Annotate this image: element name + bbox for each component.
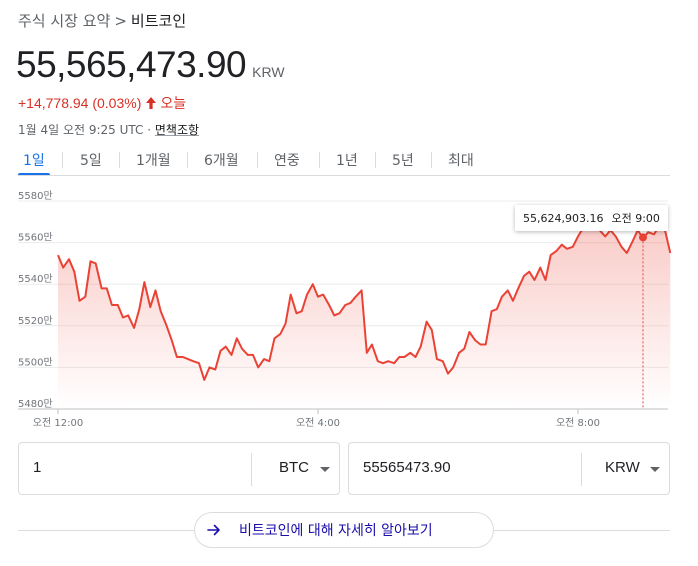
price-area-fill: [58, 221, 671, 409]
tabs-bottom-border: [18, 175, 670, 176]
disclaimer-link[interactable]: 면책조항: [154, 123, 200, 137]
tab-divider: [375, 152, 376, 168]
tab-5-day[interactable]: 5일: [80, 153, 102, 169]
price-line: [57, 220, 672, 381]
breadcrumb-parent[interactable]: 주식 시장 요약: [18, 12, 111, 30]
learn-more-button[interactable]: 비트코인에 대해 자세히 알아보기: [194, 512, 494, 548]
to-amount-input[interactable]: 55565473.90: [363, 459, 451, 476]
chevron-down-icon[interactable]: [320, 467, 330, 472]
from-unit-select[interactable]: BTC: [279, 459, 309, 476]
price-chart[interactable]: 5580만 5560만 5540만 5520만 5500만 5480만 오전 12:00 오…: [0, 180, 698, 435]
tab-divider: [187, 152, 188, 168]
quote-timestamp: 1월 4일 오전 9:25 UTC · 면책조항: [18, 121, 199, 138]
tab-divider: [119, 152, 120, 168]
tab-divider: [319, 152, 320, 168]
y-tick-label: 5520만: [18, 315, 53, 327]
breadcrumb: 주식 시장 요약 > 비트코인: [18, 10, 186, 31]
tab-1-day[interactable]: 1일: [23, 153, 45, 169]
from-amount-input[interactable]: 1: [33, 459, 42, 476]
price-currency: KRW: [252, 64, 285, 80]
chart-tooltip: 55,624,903.16 오전 9:00: [515, 205, 668, 231]
y-tick-label: 5580만: [18, 190, 53, 202]
price-change: +14,778.94 (0.03%) 오늘: [18, 93, 186, 113]
price-row: 55,565,473.90 KRW: [16, 44, 285, 86]
converter-divider: [581, 453, 582, 486]
active-tab-underline: [18, 173, 50, 176]
y-tick-label: 5560만: [18, 232, 53, 244]
converter-to: 55565473.90 KRW: [348, 442, 670, 495]
price-change-value: +14,778.94 (0.03%): [18, 95, 142, 111]
y-tick-label: 5540만: [18, 273, 53, 285]
converter-from: 1 BTC: [18, 442, 340, 495]
x-tick-label: 오전 12:00: [33, 417, 83, 429]
breadcrumb-current: 비트코인: [130, 12, 187, 30]
tab-divider: [431, 152, 432, 168]
timestamp-text: 1월 4일 오전 9:25 UTC ·: [18, 123, 152, 137]
tab-6-month[interactable]: 6개월: [204, 153, 239, 169]
arrow-right-icon: [207, 524, 220, 536]
tooltip-time: 오전 9:00: [611, 212, 660, 225]
tab-1-month[interactable]: 1개월: [136, 153, 171, 169]
x-tick-label: 오전 8:00: [556, 417, 600, 429]
tab-ytd[interactable]: 연중: [274, 153, 300, 169]
price-change-period: 오늘: [160, 96, 187, 112]
to-unit-select[interactable]: KRW: [605, 459, 640, 476]
learn-more-label: 비트코인에 대해 자세히 알아보기: [239, 523, 433, 539]
hover-point: [639, 233, 647, 242]
chevron-down-icon[interactable]: [650, 467, 660, 472]
arrow-up-icon: [146, 97, 157, 109]
tab-divider: [62, 152, 63, 168]
tab-1-year[interactable]: 1년: [336, 153, 358, 169]
range-tabs: 1일 5일 1개월 6개월 연중 1년 5년 최대: [18, 150, 670, 176]
x-tick-label: 오전 4:00: [296, 417, 340, 429]
breadcrumb-separator: >: [114, 12, 127, 30]
tooltip-value: 55,624,903.16: [523, 211, 604, 225]
current-price: 55,565,473.90: [16, 44, 247, 85]
y-tick-label: 5480만: [18, 398, 53, 410]
y-tick-label: 5500만: [18, 356, 53, 368]
tab-divider: [257, 152, 258, 168]
tab-max[interactable]: 최대: [448, 153, 474, 169]
converter-divider: [251, 453, 252, 486]
tab-5-year[interactable]: 5년: [392, 153, 414, 169]
